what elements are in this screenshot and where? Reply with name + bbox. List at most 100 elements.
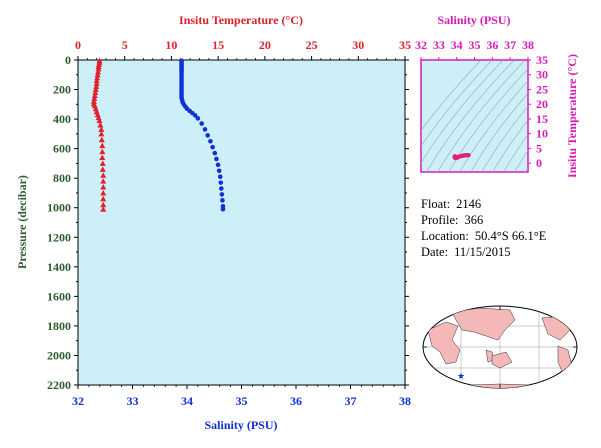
salinity-tick-label: 38: [399, 394, 411, 408]
ts-temperature-tick-label: 0: [536, 156, 542, 170]
temperature-point: [92, 89, 99, 95]
temperature-point: [100, 189, 107, 196]
temperature-point: [99, 148, 106, 155]
temperature-axis: 0 5 10 15 20 25 30 35: [75, 38, 411, 60]
density-contours: [421, 60, 528, 172]
temperature-point: [96, 117, 103, 124]
salinity-tick-label: 32: [72, 394, 84, 408]
density-contour: [525, 167, 528, 172]
salinity-point: [219, 186, 224, 191]
temperature-point: [93, 77, 100, 84]
salinity-axis: 32 33 34 35 36 37 38: [72, 385, 411, 408]
temperature-point: [91, 92, 98, 98]
ts-temperature-tick-label: 25: [536, 82, 548, 96]
pressure-tick-label: 1800: [47, 319, 71, 333]
pressure-axis: 0 200 400 600 800 1000 1200 1400 1600 1800 2000 220…: [47, 53, 409, 392]
temperature-point: [91, 95, 98, 101]
temperature-point: [100, 184, 107, 190]
temperature-point: [100, 201, 107, 208]
temperature-tick-label: 20: [259, 38, 271, 52]
temperature-point: [100, 195, 107, 202]
ts-salinity-axis: 32 33 34 35 36 37 38: [415, 38, 534, 60]
salinity-point: [220, 206, 226, 212]
temperature-point: [99, 166, 106, 172]
density-contour: [492, 119, 528, 172]
temperature-series: [90, 57, 107, 212]
temperature-point: [95, 68, 102, 75]
pressure-tick-label: 400: [53, 112, 71, 126]
pressure-tick-label: 800: [53, 171, 71, 185]
ts-salinity-tick-label: 36: [486, 38, 498, 52]
profile-row: Profile: 366: [421, 212, 546, 228]
profile-plot-area: [77, 59, 406, 386]
pressure-tick-label: 1400: [47, 260, 71, 274]
float-info-panel: Float: 2146 Profile: 366 Location: 50.4°S 6…: [421, 196, 546, 260]
salinity-point: [210, 144, 215, 150]
ts-salinity-tick-label: 35: [469, 38, 481, 52]
pressure-axis-label: Pressure (decibar): [15, 175, 29, 269]
pressure-tick-label: 1000: [47, 201, 71, 215]
density-contour: [448, 68, 528, 172]
ts-series: [452, 153, 471, 161]
density-contour: [437, 60, 526, 172]
ts-temperature-tick-label: 35: [536, 53, 548, 67]
temperature-point: [100, 178, 107, 184]
salinity-tick-label: 37: [345, 394, 357, 408]
ts-temperature-tick-label: 30: [536, 68, 548, 82]
pressure-tick-label: 600: [53, 142, 71, 156]
salinity-tick-label: 35: [236, 394, 248, 408]
salinity-point: [215, 162, 221, 168]
salinity-series: [179, 58, 226, 212]
temperature-point: [98, 130, 105, 137]
location-row: Location: 50.4°S 66.1°E: [421, 228, 546, 244]
temperature-tick-label: 0: [75, 38, 81, 52]
salinity-tick-label: 36: [290, 394, 302, 408]
temperature-point: [95, 65, 102, 72]
temperature-tick-label: 35: [399, 38, 411, 52]
density-contour: [421, 60, 482, 132]
date-row: Date: 11/15/2015: [421, 244, 546, 260]
ts-salinity-tick-label: 33: [433, 38, 445, 52]
temperature-tick-label: 15: [212, 38, 224, 52]
temperature-point: [100, 206, 107, 212]
ts-salinity-tick-label: 37: [504, 38, 516, 52]
ts-salinity-tick-label: 38: [522, 38, 534, 52]
temperature-point: [99, 142, 106, 149]
ts-temperature-tick-label: 20: [536, 97, 548, 111]
density-contour: [426, 60, 515, 172]
salinity-point: [219, 192, 225, 197]
salinity-point: [202, 127, 208, 132]
temperature-point: [98, 126, 105, 132]
temperature-tick-label: 5: [122, 38, 128, 52]
ts-temperature-tick-label: 10: [536, 127, 548, 141]
temperature-point: [100, 172, 107, 178]
temperature-point: [92, 86, 99, 93]
temperature-point: [99, 160, 106, 166]
density-contour: [459, 80, 528, 172]
salinity-tick-label: 34: [181, 394, 193, 408]
location-label: Location:: [421, 229, 469, 243]
temperature-point: [94, 74, 101, 81]
density-contour: [421, 60, 504, 164]
temperature-tick-label: 25: [306, 38, 318, 52]
temperature-point: [93, 83, 100, 90]
temperature-tick-label: 30: [352, 38, 364, 52]
temperature-axis-label: Insitu Temperature (°C): [179, 13, 303, 27]
temperature-point: [97, 122, 104, 128]
ts-temperature-tick-label: 5: [536, 141, 542, 155]
ts-salinity-tick-label: 32: [415, 38, 427, 52]
pressure-tick-label: 0: [65, 53, 71, 67]
density-contour: [514, 150, 528, 172]
salinity-point: [218, 180, 224, 185]
salinity-axis-label: Salinity (PSU): [204, 418, 277, 432]
salinity-point: [199, 121, 205, 126]
temperature-point: [93, 80, 100, 87]
salinity-tick-label: 33: [127, 394, 139, 408]
density-contour: [421, 60, 493, 147]
pressure-tick-label: 1600: [47, 289, 71, 303]
temperature-point: [94, 71, 101, 78]
temperature-point: [99, 154, 106, 160]
salinity-point: [216, 168, 222, 174]
